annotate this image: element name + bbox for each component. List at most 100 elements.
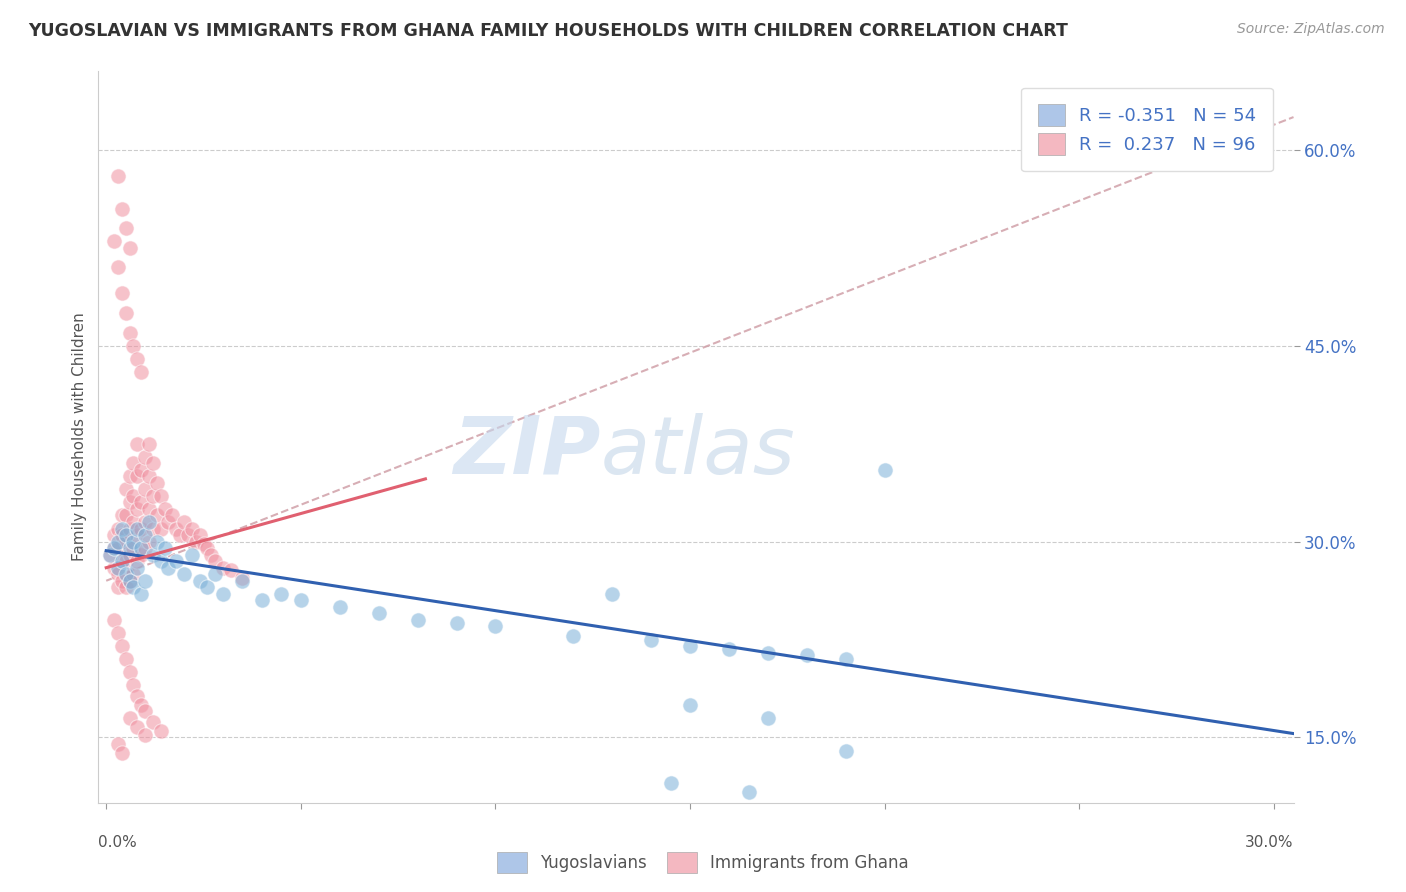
Point — [142, 521, 165, 535]
Point — [329, 599, 352, 614]
Point — [111, 746, 134, 760]
Point — [219, 563, 242, 577]
Point — [204, 567, 226, 582]
Point — [188, 574, 211, 588]
Point — [134, 528, 156, 542]
Point — [111, 554, 134, 568]
Point — [142, 489, 165, 503]
Point — [153, 541, 176, 555]
Point — [103, 613, 125, 627]
Point — [118, 711, 141, 725]
Point — [118, 574, 141, 588]
Point — [138, 469, 160, 483]
Text: 30.0%: 30.0% — [1246, 835, 1294, 850]
Point — [98, 548, 121, 562]
Point — [127, 351, 149, 366]
Point — [146, 508, 169, 523]
Point — [157, 560, 180, 574]
Point — [107, 541, 129, 555]
Point — [134, 483, 156, 497]
Point — [129, 365, 152, 379]
Point — [127, 560, 149, 574]
Point — [122, 678, 145, 692]
Point — [173, 515, 195, 529]
Point — [679, 698, 702, 712]
Point — [111, 554, 134, 568]
Point — [127, 720, 149, 734]
Text: YUGOSLAVIAN VS IMMIGRANTS FROM GHANA FAMILY HOUSEHOLDS WITH CHILDREN CORRELATION: YUGOSLAVIAN VS IMMIGRANTS FROM GHANA FAM… — [28, 22, 1069, 40]
Point — [129, 548, 152, 562]
Point — [149, 554, 172, 568]
Point — [127, 521, 149, 535]
Point — [127, 528, 149, 542]
Point — [200, 548, 222, 562]
Point — [111, 508, 134, 523]
Point — [118, 326, 141, 340]
Point — [142, 548, 165, 562]
Point — [231, 571, 253, 585]
Point — [153, 502, 176, 516]
Point — [129, 587, 152, 601]
Point — [718, 641, 741, 656]
Point — [173, 567, 195, 582]
Text: 0.0%: 0.0% — [98, 835, 138, 850]
Point — [146, 534, 169, 549]
Point — [127, 469, 149, 483]
Point — [562, 629, 585, 643]
Point — [114, 567, 136, 582]
Point — [180, 521, 202, 535]
Point — [122, 456, 145, 470]
Point — [142, 714, 165, 729]
Point — [114, 652, 136, 666]
Point — [149, 521, 172, 535]
Point — [111, 639, 134, 653]
Point — [122, 515, 145, 529]
Text: ZIP: ZIP — [453, 413, 600, 491]
Point — [127, 554, 149, 568]
Point — [835, 652, 858, 666]
Point — [118, 548, 141, 562]
Legend: R = -0.351   N = 54, R =  0.237   N = 96: R = -0.351 N = 54, R = 0.237 N = 96 — [1021, 87, 1272, 171]
Point — [796, 648, 818, 663]
Point — [138, 534, 160, 549]
Point — [134, 705, 156, 719]
Point — [640, 632, 662, 647]
Point — [212, 587, 235, 601]
Point — [250, 593, 273, 607]
Point — [114, 306, 136, 320]
Point — [114, 554, 136, 568]
Point — [165, 554, 187, 568]
Point — [165, 521, 187, 535]
Point — [138, 515, 160, 529]
Point — [129, 521, 152, 535]
Point — [118, 241, 141, 255]
Point — [134, 450, 156, 464]
Text: atlas: atlas — [600, 413, 796, 491]
Point — [107, 580, 129, 594]
Point — [129, 495, 152, 509]
Point — [184, 534, 207, 549]
Point — [484, 619, 506, 633]
Point — [204, 554, 226, 568]
Point — [180, 548, 202, 562]
Point — [188, 528, 211, 542]
Point — [679, 639, 702, 653]
Point — [118, 574, 141, 588]
Legend: Yugoslavians, Immigrants from Ghana: Yugoslavians, Immigrants from Ghana — [491, 846, 915, 880]
Point — [212, 560, 235, 574]
Point — [122, 541, 145, 555]
Point — [111, 286, 134, 301]
Point — [138, 436, 160, 450]
Point — [103, 560, 125, 574]
Point — [107, 567, 129, 582]
Point — [149, 723, 172, 738]
Point — [129, 698, 152, 712]
Point — [114, 528, 136, 542]
Point — [111, 574, 134, 588]
Point — [118, 665, 141, 680]
Point — [134, 728, 156, 742]
Point — [193, 537, 215, 551]
Point — [122, 338, 145, 352]
Point — [114, 483, 136, 497]
Point — [111, 202, 134, 216]
